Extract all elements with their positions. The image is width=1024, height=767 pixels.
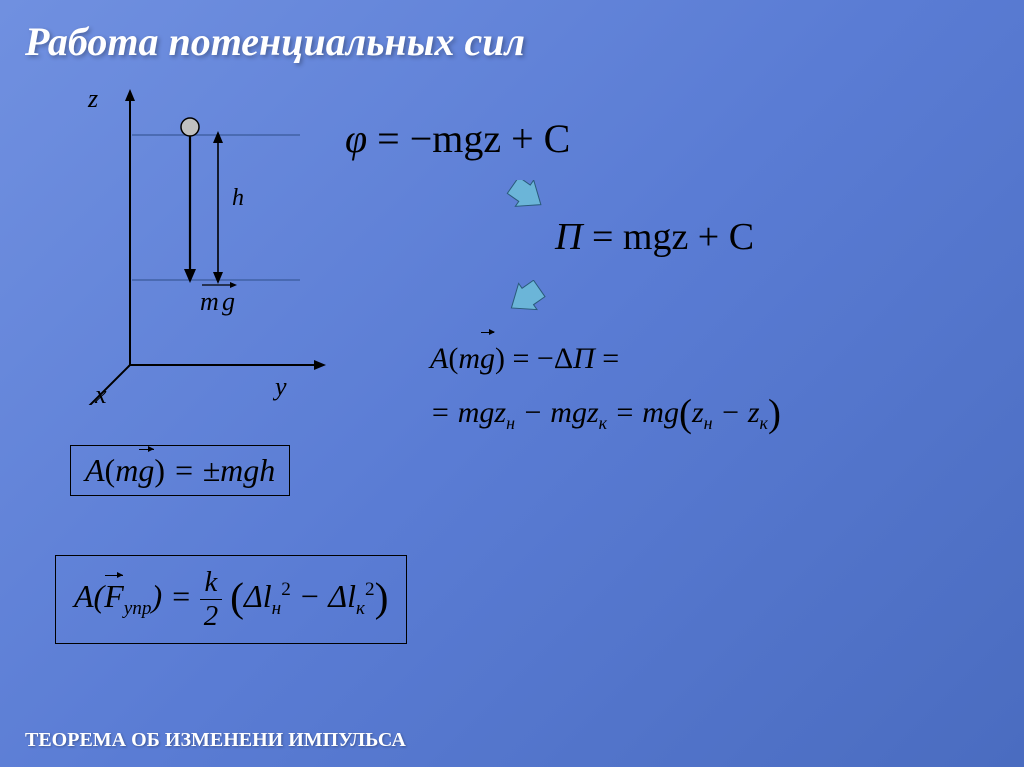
arrow-icon-down-right xyxy=(505,180,545,214)
equation-pi: П = mgz + C xyxy=(555,215,754,259)
slide-footer: ТЕОРЕМА ОБ ИЗМЕНЕНИ ИМПУЛЬСА xyxy=(25,729,406,752)
phi-symbol: φ xyxy=(345,116,367,161)
z-axis-label: z xyxy=(87,85,98,113)
h-label: h xyxy=(232,185,244,211)
y-axis-label: y xyxy=(272,372,287,401)
equation-phi: φ = −mgz + C xyxy=(345,115,570,162)
coordinate-diagram: z y x h m g xyxy=(70,85,340,405)
boxed-equation-spring: A(Fупр) = k2 (Δlн2 − Δlк2) xyxy=(55,555,407,644)
boxed-equation-mgh: A(mg) = ±mgh xyxy=(70,445,290,496)
svg-text:g: g xyxy=(222,287,235,316)
equation-work-gravity: A(mg) = −ΔП = = mgzн − mgzк = mg(zн − zк… xyxy=(430,335,781,445)
ball-icon xyxy=(181,118,199,136)
x-axis-label: x xyxy=(94,380,107,405)
arrow-icon-down-left xyxy=(505,280,545,314)
pi-symbol: П xyxy=(555,216,582,258)
mg-label: m xyxy=(200,287,219,316)
slide-title: Работа потенциальных сил xyxy=(25,18,525,65)
